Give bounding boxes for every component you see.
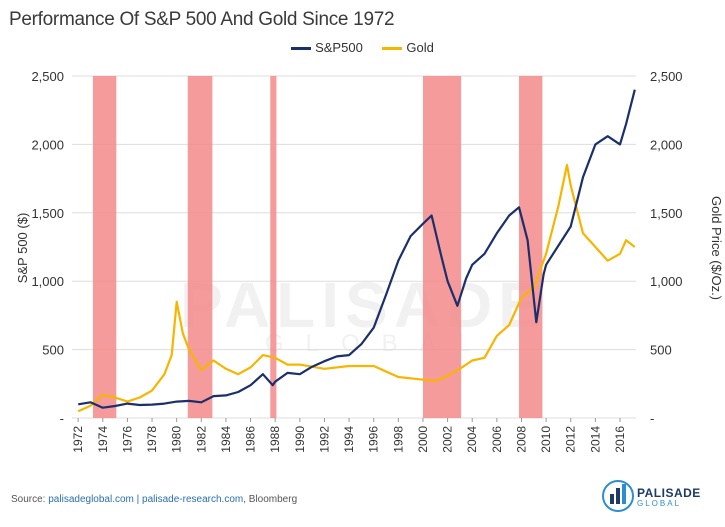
x-tick-label: 1986 <box>244 426 258 453</box>
y2-axis-label: Gold Price ($/Oz.) <box>709 196 724 300</box>
legend-item-sp500: S&P500 <box>291 40 363 55</box>
y-tick-label: 500 <box>42 343 64 358</box>
x-tick-label: 2006 <box>490 426 504 453</box>
x-tick-label: 1988 <box>268 426 282 453</box>
x-tick-label: 1976 <box>120 426 134 453</box>
x-tick-label: 1990 <box>293 426 307 453</box>
brand-sub: GLOBAL <box>637 499 682 508</box>
y2-tick-label: 1,000 <box>650 274 683 289</box>
x-tick-label: 1992 <box>317 426 331 453</box>
x-tick-label: 2004 <box>465 426 479 453</box>
recession-band-2 <box>270 76 277 418</box>
legend-label-gold: Gold <box>406 40 434 55</box>
recession-bands <box>92 76 543 418</box>
series-line-sp500 <box>78 89 636 409</box>
chart-title: Performance Of S&P 500 And Gold Since 19… <box>9 9 395 30</box>
x-tick-label: 1978 <box>145 426 159 453</box>
y2-tick-label: 500 <box>650 343 672 358</box>
y2-tick-label: - <box>650 411 654 426</box>
y-tick-label: 1,000 <box>31 274 64 289</box>
x-tick-label: 1994 <box>342 426 356 453</box>
series-lines <box>77 89 636 413</box>
y-tick-label: 2,000 <box>31 137 64 152</box>
legend-label-sp500: S&P500 <box>315 40 363 55</box>
recession-band-4 <box>519 76 543 418</box>
brand-logo <box>602 480 634 512</box>
legend-swatch-sp500 <box>291 47 312 51</box>
source-separator: | <box>136 494 140 505</box>
y-tick-label: - <box>60 411 64 426</box>
recession-band-1 <box>187 76 213 418</box>
brand-name: PALISADE <box>637 486 701 500</box>
source-label: Source: <box>11 494 46 505</box>
y-tick-label: 2,500 <box>31 69 64 84</box>
y-axis-label: S&P 500 ($) <box>15 213 30 284</box>
y2-tick-label: 2,500 <box>650 69 683 84</box>
x-tick-label: 2012 <box>564 426 578 453</box>
x-tick-label: 1998 <box>391 426 405 453</box>
chart-legend: S&P500 Gold <box>0 40 725 55</box>
source-link-palisadeglobal[interactable]: palisadeglobal.com <box>48 494 134 505</box>
x-tick-label: 2000 <box>416 426 430 453</box>
y2-tick-label: 1,500 <box>650 206 683 221</box>
recession-band-3 <box>422 76 462 418</box>
source-footer: Source: palisadeglobal.com | palisade-re… <box>11 494 297 505</box>
x-tick-label: 2008 <box>514 426 528 453</box>
recession-band-0 <box>92 76 117 418</box>
x-tick-label: 2014 <box>588 426 602 453</box>
x-tick-label: 1980 <box>170 426 184 453</box>
x-tick-label: 2016 <box>613 426 627 453</box>
y2-tick-label: 2,000 <box>650 137 683 152</box>
source-link-palisade-research[interactable]: palisade-research.com <box>142 494 244 505</box>
axis-ticks: - - 500 500 1,000 1,000 1,500 1,500 2,000 2,000 2,… <box>31 69 682 453</box>
x-tick-label: 2010 <box>539 426 553 453</box>
y-tick-label: 1,500 <box>31 206 64 221</box>
x-tick-label: 2002 <box>441 426 455 453</box>
source-tail: , Bloomberg <box>243 494 298 505</box>
legend-item-gold: Gold <box>382 40 434 55</box>
x-tick-label: 1982 <box>194 426 208 453</box>
x-tick-label: 1974 <box>96 426 110 453</box>
x-tick-label: 1984 <box>219 426 233 453</box>
x-tick-label: 1996 <box>367 426 381 453</box>
legend-swatch-gold <box>382 47 403 51</box>
x-tick-label: 1972 <box>71 426 85 453</box>
series-line-gold <box>77 163 636 413</box>
